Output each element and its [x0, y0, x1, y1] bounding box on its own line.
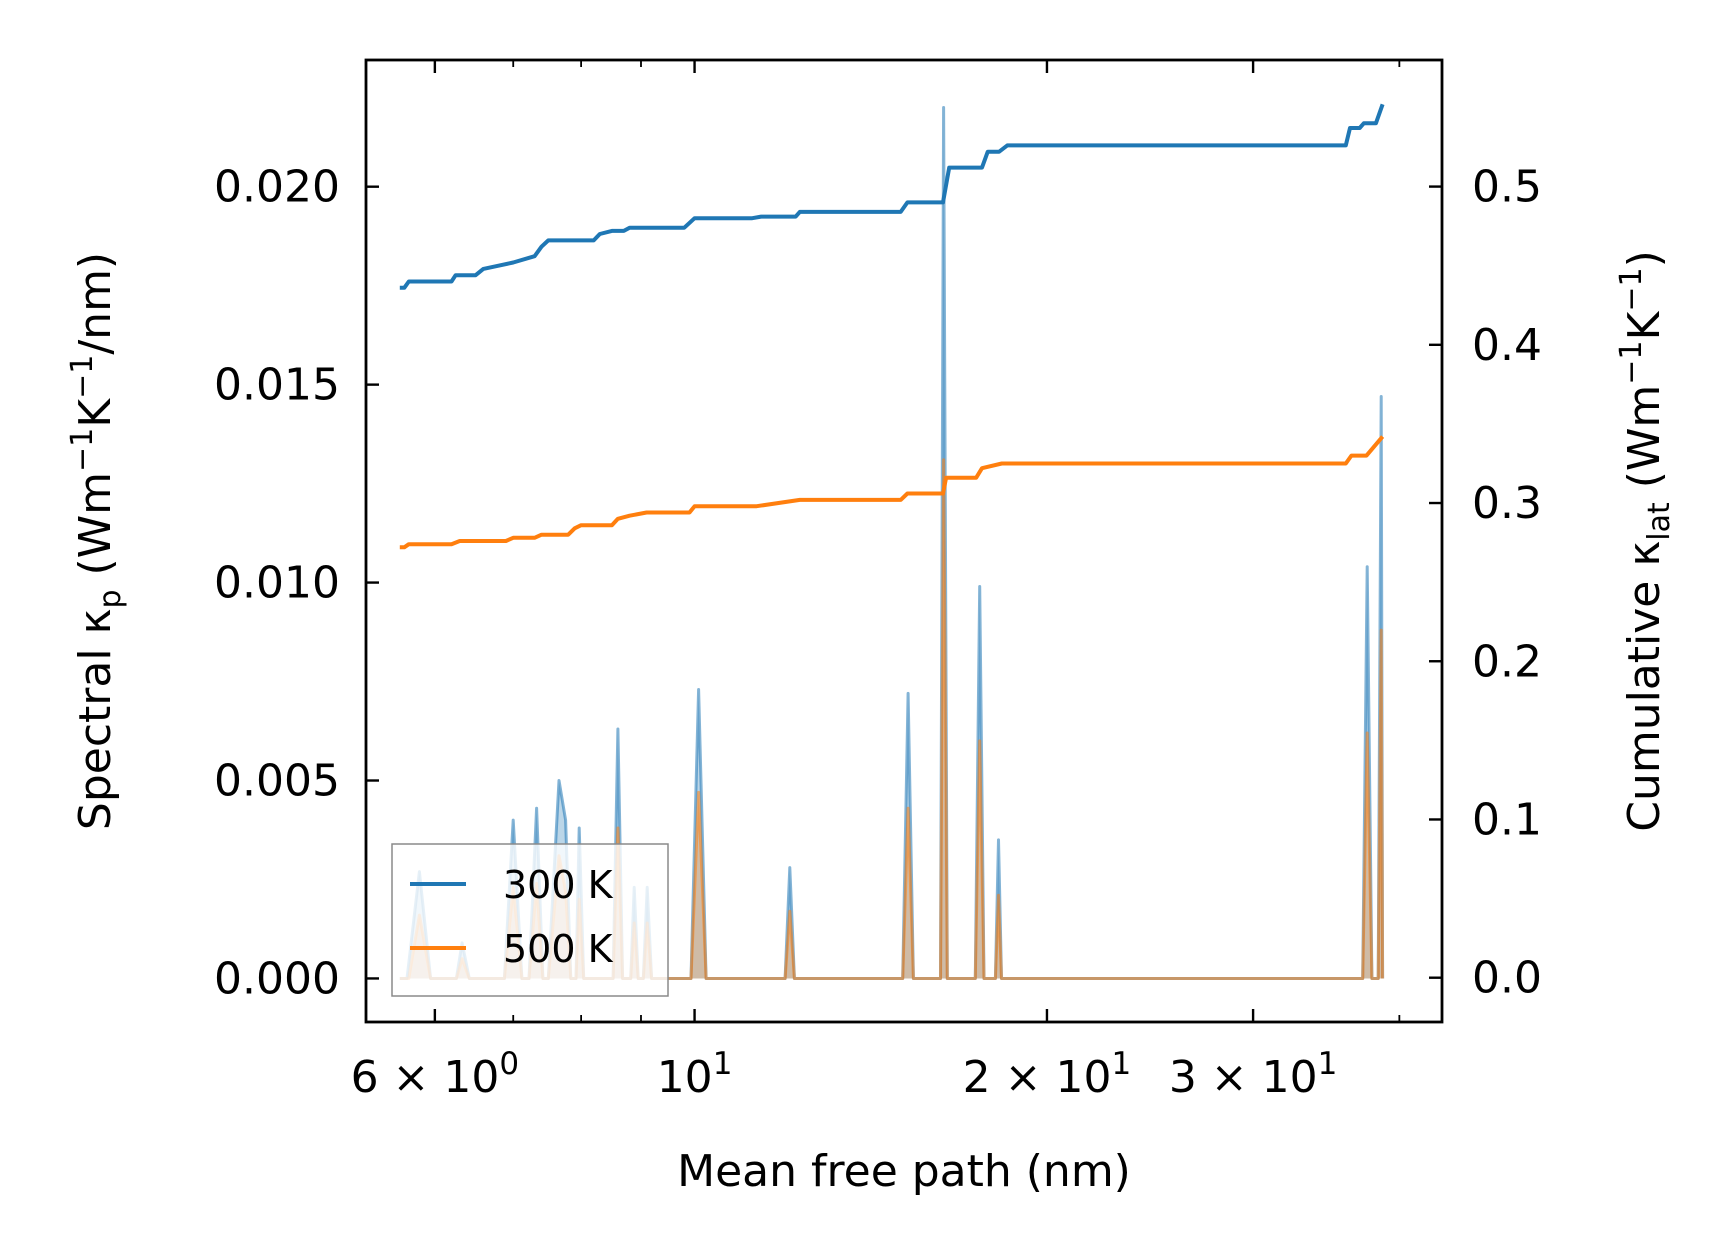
y-left-title-prefix: Spectral κ — [70, 609, 121, 831]
ticks-layer — [366, 60, 1442, 1022]
y-left-title-sup2: −1 — [65, 355, 100, 399]
x-tick-label: 3 × 101 — [1169, 1046, 1338, 1103]
x-tick-label-base: 2 × 10 — [963, 1052, 1112, 1103]
y-right-title-subscript: lat — [1642, 502, 1677, 541]
x-tick-label: 6 × 100 — [351, 1046, 520, 1103]
y-right-tick-label: 0.5 — [1472, 162, 1542, 213]
labels-layer: 0.000 0.005 0.010 0.015 0.020 0.0 0.1 0.2 0.3 0.4… — [214, 162, 1542, 1103]
y-left-tick-label: 0.010 — [214, 558, 340, 609]
cumulative-line-500k — [399, 435, 1385, 550]
x-tick-label-base: 3 × 10 — [1169, 1052, 1318, 1103]
y-left-title-subscript: p — [93, 589, 128, 608]
x-tick-label-exponent: 0 — [499, 1046, 519, 1082]
x-tick-label: 101 — [657, 1046, 733, 1103]
x-tick-label-exponent: 1 — [1318, 1046, 1338, 1082]
y-right-title-unit-close: ) — [1619, 250, 1670, 267]
x-tick-label-exponent: 1 — [713, 1046, 733, 1082]
legend-label-500k: 500 K — [503, 927, 614, 971]
y-left-title-unit-open: (Wm — [70, 472, 121, 590]
legend: 300 K 500 K — [391, 843, 669, 997]
cumulative-line-300k — [399, 103, 1385, 290]
y-left-tick-label: 0.005 — [214, 756, 340, 807]
x-axis-title: Mean free path (nm) — [677, 1146, 1131, 1197]
y-left-tick-label: 0.020 — [214, 162, 340, 213]
x-tick-label-base: 10 — [657, 1052, 713, 1103]
y-left-title-mid: K — [70, 398, 121, 428]
plot-frame — [364, 58, 1444, 1024]
y-axis-title-right: Cumulative κlat (Wm−1K−1) — [1614, 250, 1677, 832]
y-right-tick-label: 0.4 — [1472, 320, 1542, 371]
y-right-tick-label: 0.0 — [1472, 953, 1542, 1004]
y-right-title-prefix: Cumulative κ — [1619, 541, 1670, 832]
y-left-tick-label: 0.000 — [214, 953, 340, 1004]
x-tick-label-base: 6 × 10 — [351, 1052, 500, 1103]
y-right-title-sup2: −1 — [1614, 267, 1649, 311]
y-right-title-sup1: −1 — [1614, 340, 1649, 384]
y-right-tick-label: 0.3 — [1472, 478, 1542, 529]
legend-frame — [391, 843, 669, 997]
x-tick-label-exponent: 1 — [1112, 1046, 1132, 1082]
y-left-tick-label: 0.015 — [214, 360, 340, 411]
y-right-tick-label: 0.2 — [1472, 636, 1542, 687]
x-tick-label: 2 × 101 — [963, 1046, 1132, 1103]
y-right-title-mid: K — [1619, 310, 1670, 340]
y-left-title-sup1: −1 — [65, 428, 100, 472]
y-axis-title-left: Spectral κp (Wm−1K−1/nm) — [65, 252, 128, 830]
y-left-title-unit-close: /nm) — [70, 252, 121, 355]
legend-label-300k: 300 K — [503, 863, 614, 907]
y-right-tick-label: 0.1 — [1472, 794, 1542, 845]
y-right-title-unit-open: (Wm — [1619, 385, 1670, 503]
